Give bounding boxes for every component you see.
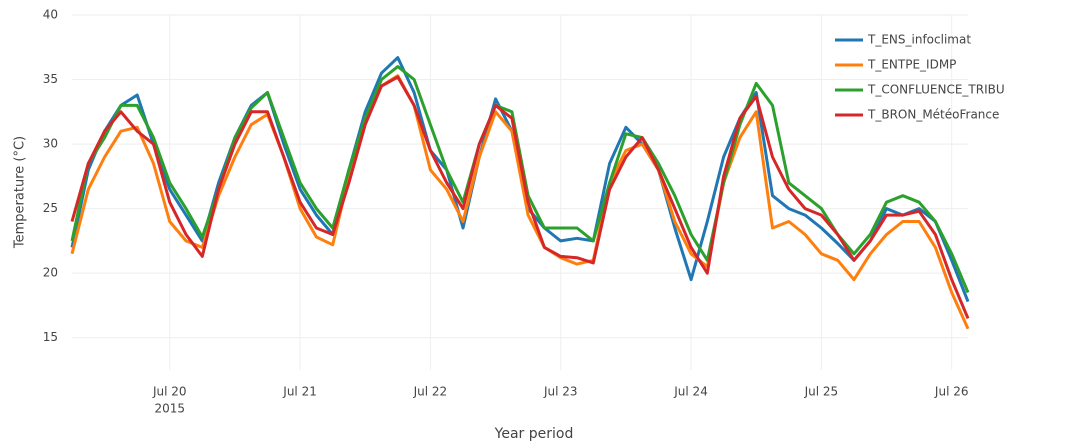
legend-label: T_ENS_infoclimat — [867, 33, 971, 47]
x-year-label: 2015 — [154, 402, 185, 416]
y-axis-label: Temperature (°C) — [13, 136, 28, 249]
series-line — [70, 74, 970, 330]
y-tick-label: 25 — [43, 201, 58, 215]
x-tick-label: Jul 26 — [934, 385, 969, 399]
x-tick-label: Jul 20 — [152, 385, 187, 399]
series-line — [70, 75, 970, 319]
x-axis-label: Year period — [494, 426, 574, 442]
y-tick-label: 20 — [43, 266, 58, 280]
legend-label: T_ENTPE_IDMP — [867, 58, 956, 72]
x-tick-label: Jul 23 — [543, 385, 578, 399]
x-tick-label: Jul 21 — [282, 385, 317, 399]
y-tick-label: 40 — [43, 8, 58, 22]
y-tick-label: 15 — [43, 330, 58, 344]
x-tick-label: Jul 25 — [804, 385, 839, 399]
x-tick-label: Jul 24 — [673, 385, 708, 399]
y-tick-label: 35 — [43, 72, 58, 86]
y-tick-label: 30 — [43, 137, 58, 151]
legend-label: T_CONFLUENCE_TRIBU — [867, 83, 1005, 97]
legend-label: T_BRON_MétéoFrance — [867, 108, 999, 122]
x-tick-label: Jul 22 — [413, 385, 448, 399]
